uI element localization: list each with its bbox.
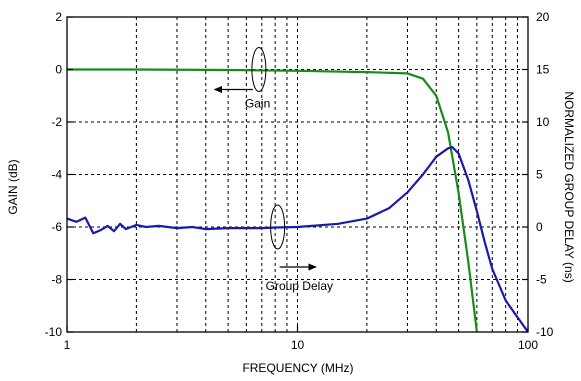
y-axis-right-label: NORMALIZED GROUP DELAY (ns) <box>562 91 576 282</box>
y-right-tick-label: -10 <box>536 325 554 339</box>
y-left-tick-label: -6 <box>51 220 62 234</box>
x-tick-label: 1 <box>64 338 71 352</box>
group-delay-annotation-label: Group Delay <box>266 279 333 293</box>
gain-annotation-ellipse <box>251 47 267 92</box>
axis-ticks <box>66 16 529 333</box>
y-right-tick-label: 10 <box>536 115 550 129</box>
y-left-tick-label: -2 <box>51 115 62 129</box>
series-lines <box>67 68 528 332</box>
series-line-group-delay <box>67 146 528 332</box>
y-right-tick-label: 5 <box>536 168 543 182</box>
y-left-tick-label: -8 <box>51 273 62 287</box>
y-right-tick-label: 20 <box>536 10 550 24</box>
y-left-tick-label: 0 <box>55 63 62 77</box>
y-axis-left-label: GAIN (dB) <box>6 159 20 214</box>
y-left-tick-label: -4 <box>51 168 62 182</box>
gain-annotation-label: Gain <box>245 97 270 111</box>
grid-lines <box>67 17 528 332</box>
x-axis-label: FREQUENCY (MHz) <box>242 361 353 375</box>
x-tick-label: 100 <box>518 338 538 352</box>
y-right-tick-label: -5 <box>536 273 547 287</box>
series-line-gain <box>67 68 478 332</box>
y-left-tick-label: 2 <box>55 10 62 24</box>
annotations: Gain Group Delay <box>213 47 333 293</box>
y-right-tick-label: 0 <box>536 220 543 234</box>
group-delay-annotation-ellipse <box>270 204 286 250</box>
x-tick-label: 10 <box>291 338 305 352</box>
y-left-tick-label: -10 <box>45 325 63 339</box>
y-right-tick-label: 15 <box>536 63 550 77</box>
